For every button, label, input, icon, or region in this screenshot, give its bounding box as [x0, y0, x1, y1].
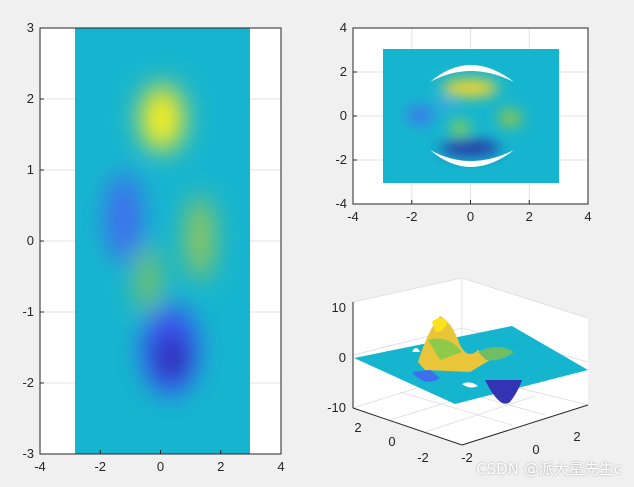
- tr-top-peak: [442, 79, 498, 97]
- surface-hole-a: [412, 348, 420, 352]
- surface-x-tick-label: -2: [461, 450, 473, 465]
- tr-right-high: [498, 109, 522, 127]
- bottom-right-surface-axes: -10 0 10 -2 0 2 -2 0 2: [327, 277, 589, 465]
- surface-left-dip: [412, 370, 440, 382]
- tr-bottom-valley: [440, 140, 500, 156]
- surface-y-tick-label: -2: [417, 450, 429, 465]
- surface-z-tick-label: -10: [327, 400, 346, 415]
- left-high-region: [187, 196, 213, 280]
- tr-left-low: [406, 105, 434, 125]
- tr-top-hole: [430, 65, 514, 82]
- surface-deep-valley: [485, 380, 522, 404]
- surface-x-tick-label: 2: [573, 429, 580, 444]
- left-mid-high: [137, 245, 159, 315]
- surface-right-hill: [478, 347, 514, 361]
- tr-y-tick-label: 0: [340, 108, 347, 123]
- tr-x-tick-label: 2: [526, 209, 533, 224]
- left-heatmap-image: [75, 28, 250, 454]
- left-y-tick-label: -1: [22, 304, 34, 319]
- surface-z-tick-label: 0: [339, 350, 346, 365]
- surface-y-tick-label: 0: [388, 434, 395, 449]
- surface-x-axis: [461, 404, 589, 446]
- tr-center-low: [436, 99, 454, 111]
- surface-hole-b: [462, 382, 478, 388]
- left-valley-core: [158, 338, 186, 378]
- left-x-tick-label: 0: [157, 459, 164, 474]
- top-right-tick-labels: -4 -2 0 2 4 -4 -2 0 2 4: [335, 20, 591, 224]
- watermark: CSDN @派大星先生c: [476, 460, 622, 478]
- top-right-heatmap-axes: -4 -2 0 2 4 -4 -2 0 2 4: [335, 20, 591, 224]
- tr-y-tick-label: 2: [340, 64, 347, 79]
- surface-z-tick-label: 10: [332, 300, 346, 315]
- tr-x-tick-label: -2: [406, 209, 418, 224]
- surface-peak-top: [432, 318, 448, 332]
- surface-y-axis: [352, 407, 463, 446]
- left-peak-core: [150, 106, 174, 142]
- left-y-tick-label: 3: [27, 20, 34, 35]
- tr-x-tick-label: 0: [467, 209, 474, 224]
- left-y-tick-label: 1: [27, 162, 34, 177]
- tr-y-tick-label: -4: [335, 196, 347, 211]
- surface-mesh: [354, 316, 588, 404]
- left-x-tick-label: 2: [217, 459, 224, 474]
- tr-x-tick-label: 4: [584, 209, 591, 224]
- left-tick-labels: -4 -2 0 2 4 -3 -2 -1 0 1 2 3: [22, 20, 284, 474]
- left-x-tick-label: -4: [34, 459, 46, 474]
- left-y-tick-label: -3: [22, 446, 34, 461]
- tr-center-high: [450, 120, 470, 136]
- left-y-tick-label: -2: [22, 375, 34, 390]
- surface-x-tick-label: 0: [532, 442, 539, 457]
- left-heatmap-axes: -4 -2 0 2 4 -3 -2 -1 0 1 2 3: [22, 20, 284, 474]
- left-y-tick-label: 2: [27, 91, 34, 106]
- tr-y-tick-label: -2: [335, 152, 347, 167]
- left-y-tick-label: 0: [27, 233, 34, 248]
- left-low-region: [106, 173, 142, 263]
- tr-x-tick-label: -4: [347, 209, 359, 224]
- left-x-tick-label: 4: [277, 459, 284, 474]
- tr-y-tick-label: 4: [340, 20, 347, 35]
- surface-tick-labels: -10 0 10 -2 0 2 -2 0 2: [327, 300, 580, 465]
- surface-y-tick-label: 2: [354, 420, 361, 435]
- surface-peak-shading: [428, 338, 462, 360]
- left-x-tick-label: -2: [94, 459, 106, 474]
- top-right-heatmap-image: [383, 49, 559, 183]
- tr-bottom-hole: [430, 150, 514, 167]
